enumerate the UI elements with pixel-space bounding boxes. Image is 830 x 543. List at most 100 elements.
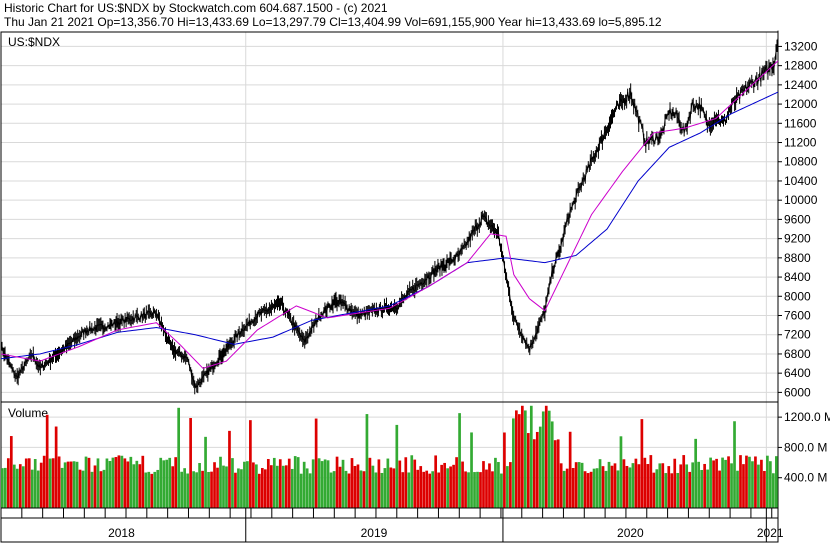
volume-bar [150, 473, 154, 508]
price-tick-label: 7600 [784, 309, 811, 323]
volume-bar [757, 464, 760, 508]
volume-bar [592, 468, 596, 508]
volume-bar [446, 468, 449, 508]
volume-bar [470, 432, 473, 508]
volume-bar [287, 458, 291, 508]
volume-bar [234, 472, 237, 508]
x-year-label: 2020 [617, 526, 644, 540]
price-tick-label: 7200 [784, 328, 811, 342]
volume-bar [559, 463, 563, 508]
volume-bar [688, 471, 692, 508]
volume-bar [165, 459, 169, 508]
volume-bar [281, 465, 285, 508]
volume-bar [658, 463, 662, 508]
volume-bar [132, 464, 136, 508]
volume-bar [117, 455, 121, 508]
x-year-label: 2019 [361, 526, 388, 540]
x-year-label: 2018 [108, 526, 135, 540]
volume-bar [323, 459, 327, 508]
volume-bar [6, 458, 10, 508]
volume-bar [371, 465, 375, 508]
volume-bar [401, 472, 405, 508]
volume-bar [676, 473, 680, 508]
volume-bar [631, 463, 635, 508]
volume-bar [428, 473, 432, 508]
volume-bar [697, 461, 700, 508]
volume-bar [571, 468, 575, 508]
volume-bar [359, 470, 363, 508]
volume-bar [586, 473, 590, 508]
volume-bar [135, 460, 139, 508]
volume-bar [368, 457, 372, 508]
volume-bar [171, 466, 175, 508]
volume-bar [225, 466, 228, 508]
volume-bar [500, 473, 503, 508]
volume-bar [42, 455, 46, 508]
volume-bar [646, 464, 650, 508]
volume-bar [640, 419, 644, 508]
volume-bar [452, 464, 455, 508]
moving-average-long-line [0, 91, 779, 360]
price-tick-label: 10000 [784, 193, 818, 207]
volume-bar [392, 468, 396, 508]
volume-bar [547, 410, 551, 508]
volume-bar [96, 458, 100, 508]
volume-bar [147, 471, 151, 508]
x-axis-band-top [0, 507, 779, 519]
moving-average-short-line [0, 60, 779, 369]
volume-bar [670, 473, 674, 508]
volume-bar [700, 469, 703, 508]
volume-bar [509, 462, 512, 508]
volume-bar [434, 455, 438, 508]
volume-bar [48, 458, 52, 508]
volume-bar [766, 455, 769, 508]
volume-bar [350, 458, 354, 508]
volume-bar [622, 459, 626, 508]
volume-bar [326, 460, 330, 508]
price-tick-label: 11200 [784, 136, 817, 150]
price-series [0, 30, 779, 395]
volume-bar [529, 405, 533, 508]
volume-bar [168, 457, 172, 508]
volume-bar [437, 472, 441, 508]
volume-bar [775, 456, 778, 508]
volume-bar [272, 457, 276, 508]
volume-bar [721, 457, 724, 508]
price-tick-label: 11600 [784, 116, 817, 130]
volume-bar [320, 461, 324, 508]
volume-bar [497, 462, 500, 508]
volume-bar [613, 463, 617, 508]
volume-bar [694, 438, 698, 508]
volume-bar [413, 459, 417, 508]
volume-bar [736, 470, 739, 508]
volume-bar [512, 418, 515, 508]
volume-bar [204, 436, 207, 508]
volume-bar [263, 469, 267, 508]
volume-bar [30, 469, 34, 508]
volume-bar [356, 464, 360, 508]
volume-bar [102, 469, 106, 508]
volume-bar [87, 457, 91, 508]
volume-bar [108, 460, 112, 508]
volume-bar [156, 469, 160, 508]
volume-tick-label: 800.0 M [784, 440, 827, 454]
volume-bar [526, 433, 530, 508]
volume-bar [386, 458, 390, 508]
volume-bar [15, 468, 19, 508]
volume-bar [583, 471, 587, 508]
volume-bar [21, 466, 25, 508]
volume-bar [473, 472, 476, 508]
volume-bar [36, 470, 40, 508]
volume-bar [425, 470, 429, 508]
volume-bar [311, 459, 315, 508]
volume-bar [464, 471, 467, 508]
volume-bar [518, 414, 521, 508]
volume-bar [467, 472, 470, 508]
price-tick-label: 9600 [784, 212, 811, 226]
volume-bar [703, 463, 706, 508]
volume-bar [335, 456, 339, 508]
volume-bar [538, 426, 542, 508]
volume-bars [1, 405, 778, 508]
